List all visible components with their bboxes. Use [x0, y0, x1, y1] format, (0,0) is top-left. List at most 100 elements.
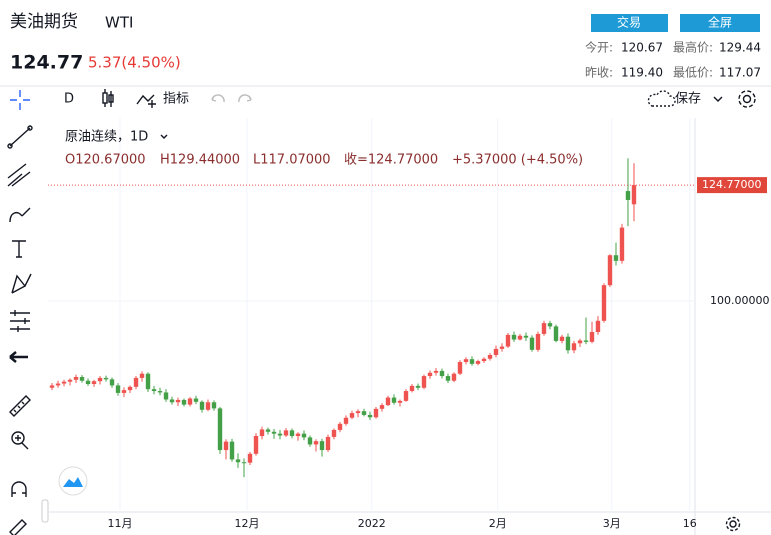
indicators[interactable]: 指标: [163, 92, 189, 107]
interval[interactable]: D: [64, 92, 74, 107]
settings-icon[interactable]: [738, 90, 756, 108]
candle-body: [475, 361, 481, 364]
candle-body: [577, 340, 583, 344]
indicator-icon[interactable]: [136, 94, 156, 108]
stat-label: 昨收:: [585, 66, 613, 80]
price-tag: [697, 177, 767, 194]
candle-body: [199, 401, 205, 410]
candle-body: [49, 385, 55, 388]
trade-label[interactable]: 交易: [617, 15, 641, 30]
candle-body: [127, 386, 133, 391]
candle-body: [133, 377, 139, 387]
candle-body: [145, 373, 151, 390]
candle-body: [319, 441, 325, 451]
dropdown-icon[interactable]: [713, 96, 723, 102]
undo-redo[interactable]: [211, 94, 252, 103]
candle-body: [61, 381, 67, 384]
title: 美油期货: [10, 12, 78, 32]
candle-body: [187, 398, 193, 405]
candle-body: [409, 385, 415, 392]
candle-body: [79, 376, 85, 381]
fullscreen-button[interactable]: [680, 14, 760, 32]
candle-body: [217, 408, 223, 451]
candle-body: [391, 397, 397, 403]
candle-body: [433, 370, 439, 373]
candle-body: [301, 433, 307, 438]
candle-body: [241, 462, 247, 464]
candle-body: [379, 405, 385, 409]
crosshair-icon[interactable]: [10, 90, 30, 110]
price-tag-label: 124.77000: [702, 178, 762, 191]
candle-icon[interactable]: [102, 89, 114, 107]
candle-body: [181, 399, 187, 405]
legend-open: O120.67000: [65, 153, 146, 168]
candle-body: [169, 399, 175, 403]
candle-body: [235, 459, 241, 463]
left-tools[interactable]: [7, 125, 33, 535]
candle-body: [307, 437, 313, 445]
candle-body: [115, 385, 121, 393]
candle-body: [553, 326, 559, 341]
candle-body: [403, 391, 409, 401]
candle-body: [337, 423, 343, 430]
candle-body: [253, 436, 259, 454]
stat-value: 119.40: [621, 66, 663, 80]
candle-body: [121, 390, 127, 393]
trade-button[interactable]: [591, 14, 668, 32]
candle-body: [103, 377, 109, 380]
cloud-icon[interactable]: [647, 90, 676, 107]
candle-body: [511, 334, 517, 340]
legend-high: H129.44000: [160, 153, 240, 168]
fullscreen-label[interactable]: 全屏: [708, 15, 732, 30]
x-tick-label: 2月: [489, 517, 507, 530]
candle-body: [67, 379, 73, 382]
logo[interactable]: [58, 466, 88, 496]
candle-body: [439, 370, 445, 377]
candle-body: [325, 436, 331, 451]
candle-body: [625, 191, 631, 200]
axis-settings[interactable]: [725, 516, 741, 532]
stat-label: 最高价:: [673, 40, 713, 55]
candle-body: [151, 389, 157, 392]
candle-body: [517, 335, 523, 340]
collapse-handle[interactable]: [41, 499, 49, 523]
legend-chevron[interactable]: [160, 134, 168, 139]
candle-body: [373, 408, 379, 418]
save[interactable]: 保存: [675, 92, 701, 107]
candle-body: [427, 372, 433, 377]
candle-body: [295, 433, 301, 437]
candle-body: [283, 430, 289, 436]
stat-value: 129.44: [719, 41, 761, 55]
candle-body: [193, 398, 199, 402]
stat-value: 117.07: [719, 66, 761, 80]
candle-body: [565, 336, 571, 351]
candle-body: [259, 429, 265, 437]
candle-body: [97, 377, 103, 382]
candle-body: [469, 359, 475, 364]
candle-body: [229, 441, 235, 460]
candle-body: [265, 429, 271, 432]
candle-body: [421, 376, 427, 388]
legend-close: 收=124.77000: [344, 153, 438, 168]
candle-body: [205, 402, 211, 410]
x-tick-label: 16: [683, 517, 697, 530]
candle-body: [445, 376, 451, 381]
candle-body: [619, 227, 625, 261]
candle-body: [73, 376, 79, 380]
x-tick-label: 3月: [603, 517, 621, 530]
candle-body: [367, 414, 373, 418]
candle-body: [139, 373, 145, 378]
candle-body: [547, 323, 553, 327]
candle-body: [55, 383, 61, 386]
candle-body: [607, 255, 613, 286]
candle-body: [211, 402, 217, 409]
change: 5.37(4.50%): [88, 54, 181, 72]
candle-body: [463, 359, 469, 363]
code: WTI: [105, 14, 133, 32]
candle-body: [613, 255, 619, 261]
stat-label: 最低价:: [673, 66, 713, 80]
legend-change: +5.37000 (+4.50%): [452, 153, 583, 168]
stat-label: 今开:: [585, 40, 613, 55]
